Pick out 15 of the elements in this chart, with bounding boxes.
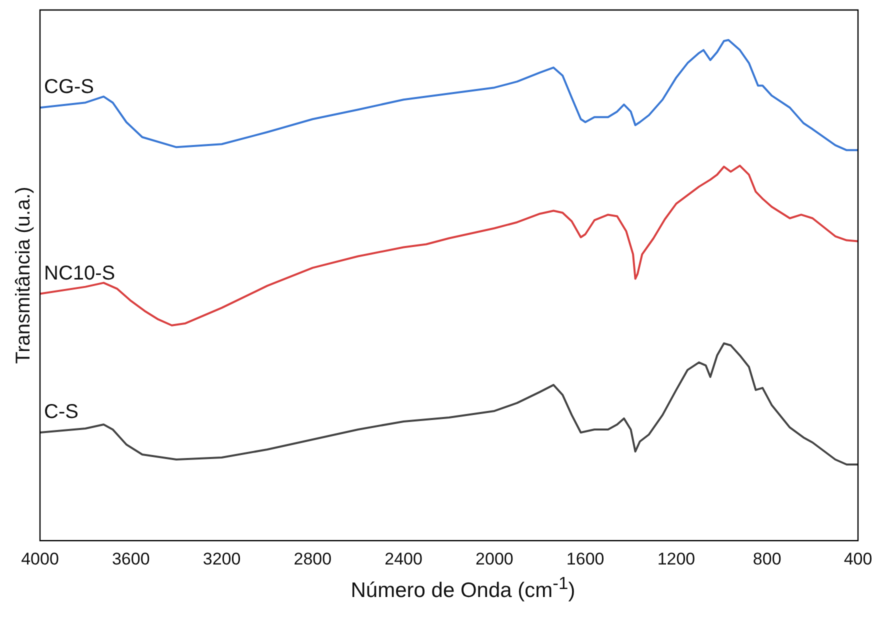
x-tick-label: 2000 [476, 549, 514, 568]
series-label: CG-S [44, 76, 94, 98]
series-label: NC10-S [44, 262, 116, 284]
x-tick-label: 400 [844, 549, 872, 568]
series-label: C-S [44, 400, 78, 423]
x-tick-label: 2400 [384, 549, 422, 568]
x-tick-label: 1600 [566, 549, 604, 568]
x-axis-title: Número de Onda (cm$^{-1}$) [350, 573, 576, 603]
y-axis-title: Transmitância (u.a.) [12, 186, 35, 364]
x-tick-label: 1200 [657, 549, 696, 568]
x-tick-label: 800 [752, 549, 782, 568]
x-tick-label: 3200 [202, 549, 241, 568]
x-tick-label: 3600 [112, 549, 150, 568]
x-tick-label: 2800 [294, 549, 332, 568]
x-tick-label: 4000 [21, 549, 59, 568]
